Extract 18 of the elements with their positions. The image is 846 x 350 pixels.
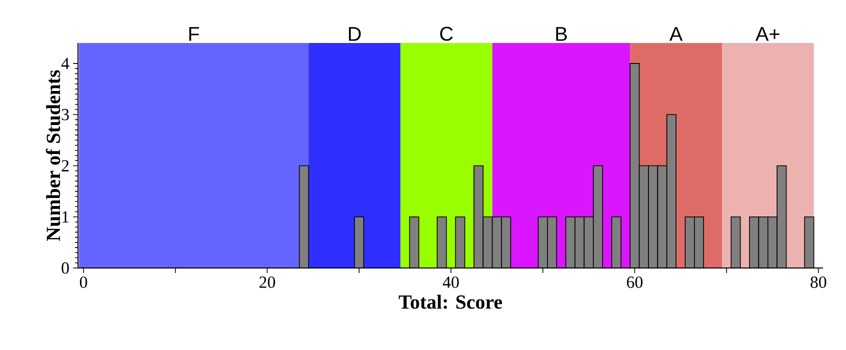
x-tick-label: 0	[80, 276, 88, 288]
y-tick-label: 3	[62, 108, 69, 120]
band-label: D	[348, 27, 361, 41]
x-tick-label: 40	[442, 276, 459, 288]
band-label: A+	[755, 27, 780, 41]
y-tick-label: 2	[62, 160, 69, 172]
x-tick-label: 60	[626, 276, 643, 288]
y-axis-title: Number of Students	[46, 70, 60, 241]
band-label: A	[669, 27, 683, 41]
band-label: C	[440, 26, 453, 41]
y-tick-label: 4	[61, 58, 70, 70]
x-tick-label: 20	[260, 276, 276, 288]
x-tick-label: 80	[810, 276, 826, 288]
band-label: B	[556, 27, 567, 41]
band-label: F	[189, 27, 200, 41]
y-tick-label: 1	[62, 211, 68, 222]
x-axis-title: Total: Score	[398, 294, 502, 309]
y-tick-label: 0	[62, 262, 69, 274]
